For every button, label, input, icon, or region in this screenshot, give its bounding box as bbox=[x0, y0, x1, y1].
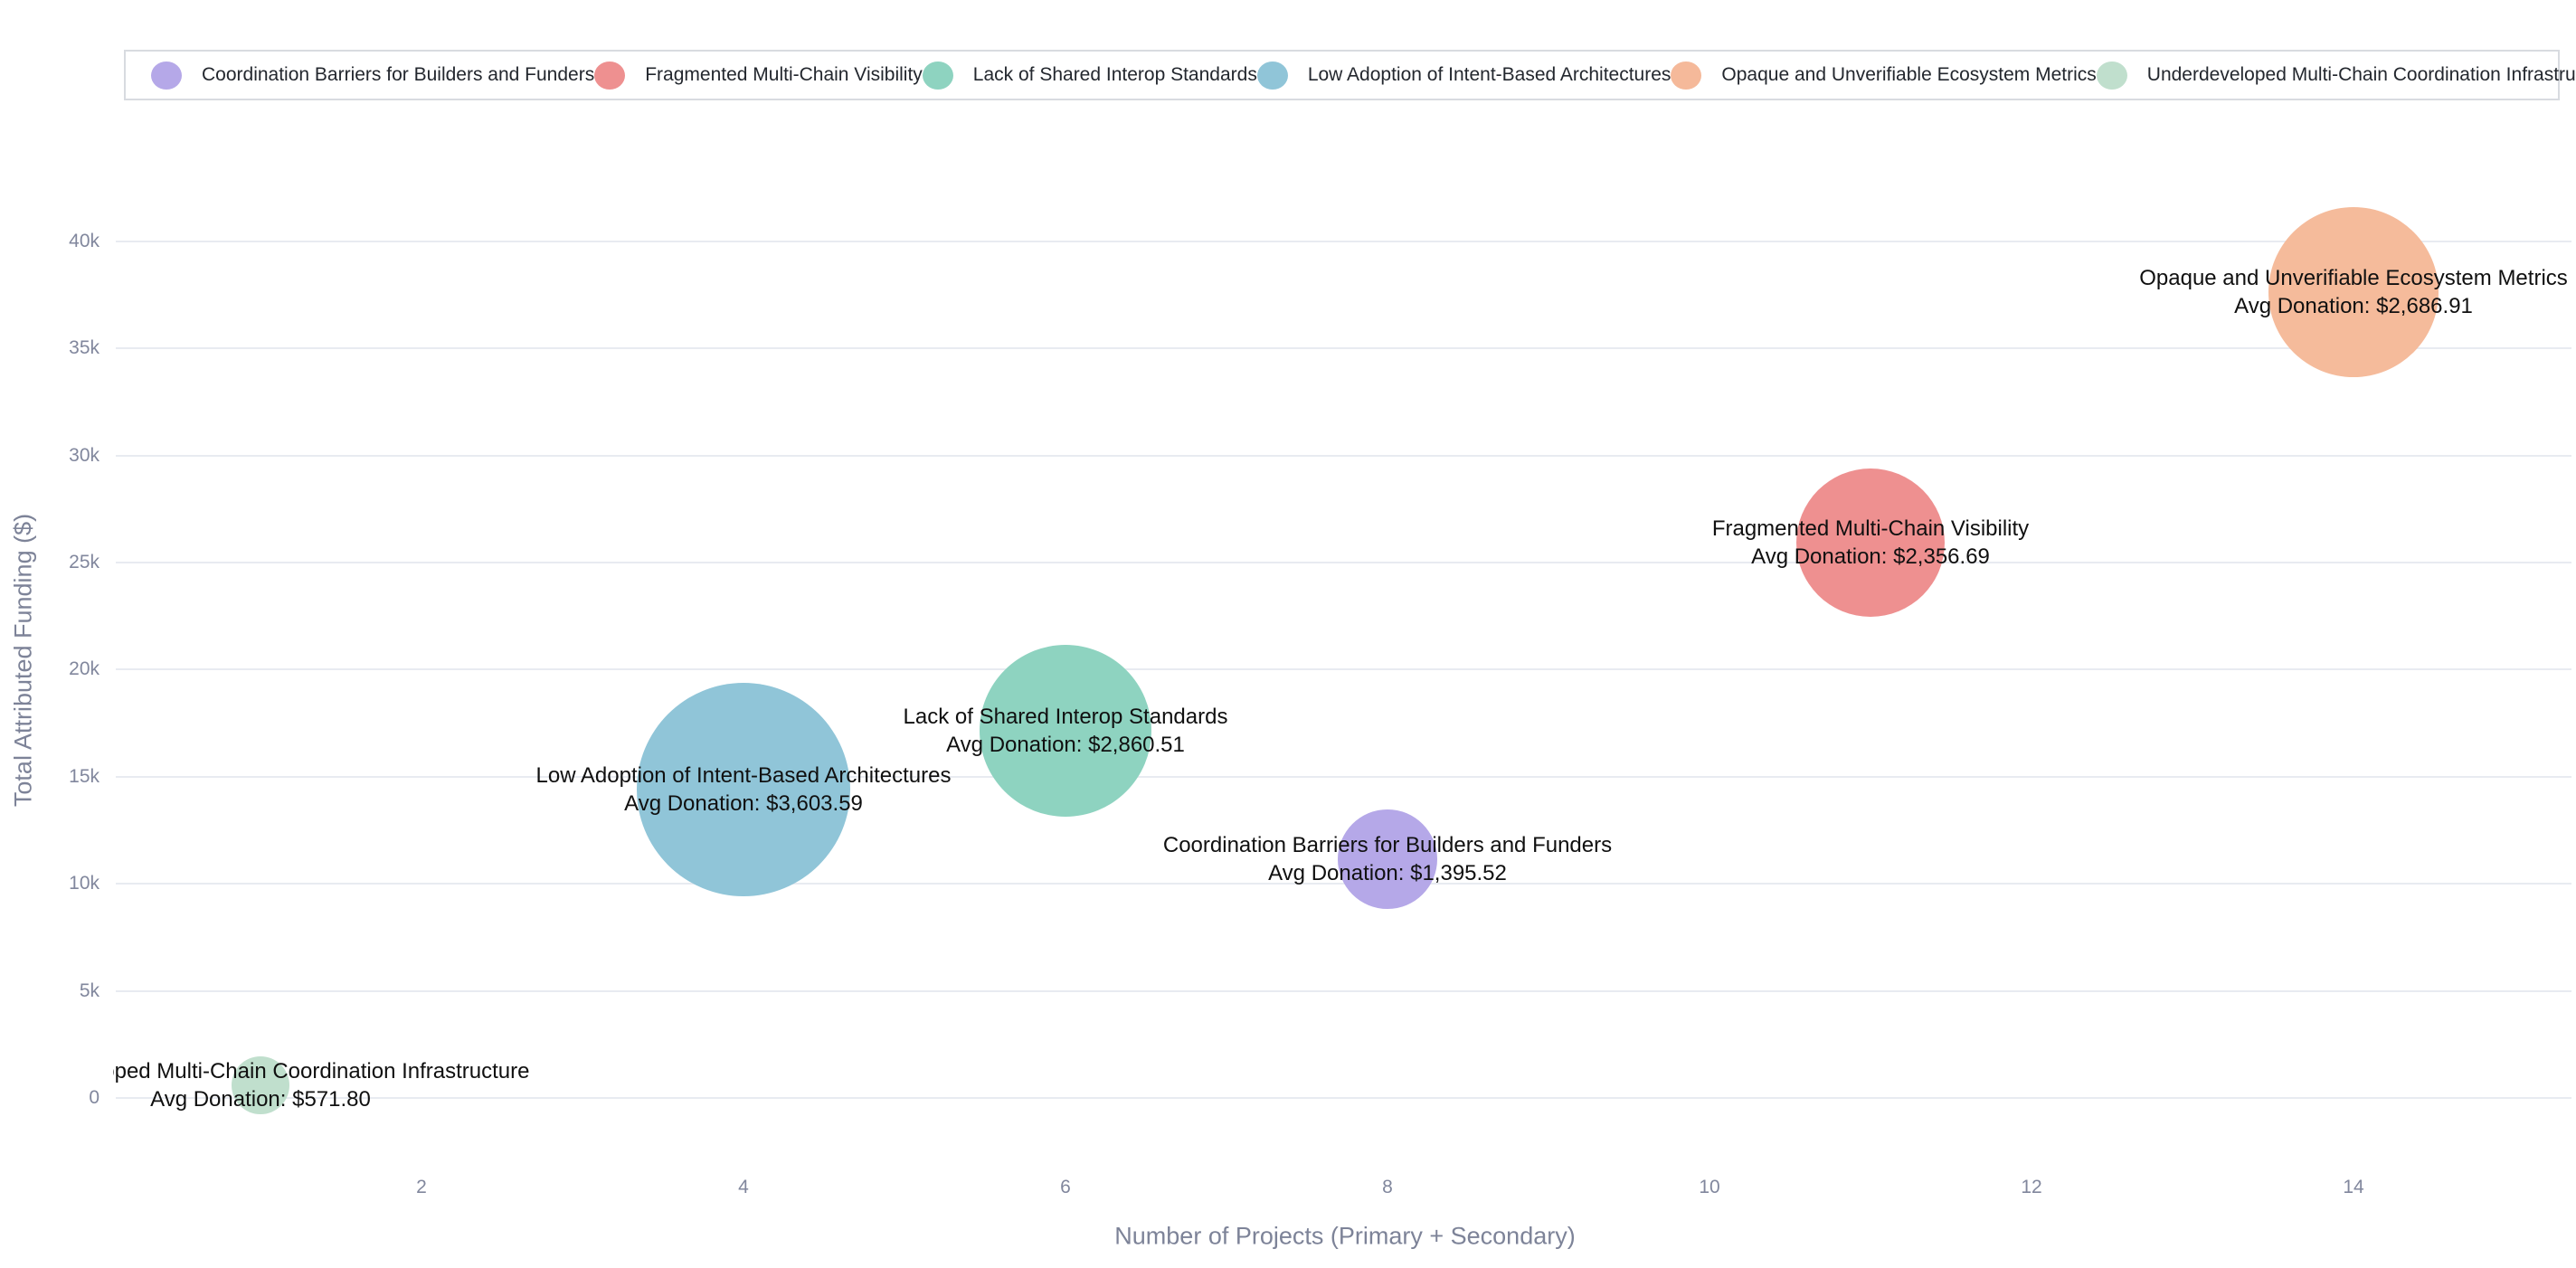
bubble-label: Opaque and Unverifiable Ecosystem Metric… bbox=[2139, 264, 2568, 320]
legend-swatch-icon bbox=[151, 61, 182, 90]
x-tick-label: 2 bbox=[416, 1177, 427, 1197]
y-tick-label: 40k bbox=[69, 230, 99, 251]
legend-swatch-icon bbox=[922, 61, 953, 90]
bubble-label-avg-donation: Avg Donation: $3,603.59 bbox=[624, 790, 863, 816]
legend-item-label: Opaque and Unverifiable Ecosystem Metric… bbox=[1721, 64, 2097, 85]
bubble-fragmented-multi-chain-visibility[interactable] bbox=[1796, 468, 1945, 618]
bubble-label-avg-donation: Avg Donation: $2,860.51 bbox=[946, 732, 1185, 757]
bubble-label-avg-donation: Avg Donation: $2,686.91 bbox=[2234, 294, 2473, 319]
y-tick-label: 0 bbox=[89, 1087, 99, 1108]
x-axis-title: Number of Projects (Primary + Secondary) bbox=[1114, 1222, 1576, 1250]
bubble-label: Lack of Shared Interop Standards Avg Dona… bbox=[904, 703, 1228, 759]
x-tick-label: 4 bbox=[738, 1177, 749, 1197]
bubble-underdeveloped-multi-chain-coordination-infrastructure[interactable] bbox=[232, 1056, 289, 1115]
gridline bbox=[116, 347, 2571, 350]
chart-legend: Coordination Barriers for Builders and F… bbox=[124, 50, 2576, 100]
bubble-label-name: Fragmented Multi-Chain Visibility bbox=[1711, 516, 2030, 542]
x-tick-label: 10 bbox=[1699, 1177, 1720, 1197]
plot-area: Coordination Barriers for Builders and F… bbox=[113, 0, 2576, 1147]
legend-item[interactable]: Fragmented Multi-Chain Visibility bbox=[594, 61, 923, 90]
gridline bbox=[116, 562, 2571, 563]
gridline bbox=[116, 989, 2571, 992]
gridline bbox=[116, 668, 2571, 671]
legend-item-label: Fragmented Multi-Chain Visibility bbox=[645, 64, 923, 85]
bubble-coordination-barriers-for-builders-and-funders[interactable] bbox=[1338, 809, 1437, 909]
legend-swatch-icon bbox=[1256, 61, 1288, 90]
legend-item-label: Low Adoption of Intent-Based Architectur… bbox=[1307, 64, 1672, 85]
legend-swatch-icon bbox=[594, 61, 626, 90]
gridline bbox=[116, 454, 2571, 457]
y-tick-label: 10k bbox=[69, 873, 99, 894]
legend-item-label: Coordination Barriers for Builders and F… bbox=[202, 64, 595, 85]
bubble-label: Underdeveloped Multi-Chain Coordination … bbox=[113, 1057, 529, 1113]
gridline bbox=[116, 775, 2571, 778]
bubble-label-avg-donation: Avg Donation: $2,356.69 bbox=[1751, 544, 1990, 570]
legend-item-label: Underdeveloped Multi-Chain Coordination … bbox=[2146, 64, 2576, 85]
y-tick-label: 30k bbox=[69, 444, 99, 466]
legend-item[interactable]: Low Adoption of Intent-Based Architectur… bbox=[1256, 61, 1672, 90]
y-tick-label: 25k bbox=[69, 552, 99, 572]
bubble-opaque-and-unverifiable-ecosystem-metrics[interactable] bbox=[2268, 207, 2439, 378]
gridline bbox=[116, 240, 2571, 242]
bubble-label-name: Underdeveloped Multi-Chain Coordination … bbox=[113, 1059, 530, 1084]
x-tick-label: 6 bbox=[1060, 1177, 1071, 1197]
y-tick-label: 15k bbox=[69, 765, 99, 787]
bubble-label: Fragmented Multi-Chain Visibility Avg Don… bbox=[1712, 515, 2029, 571]
y-tick-label: 5k bbox=[79, 979, 99, 1001]
legend-item[interactable]: Opaque and Unverifiable Ecosystem Metric… bbox=[1671, 61, 2097, 90]
x-tick-label: 14 bbox=[2343, 1177, 2364, 1197]
bubble-label-name: Coordination Barriers for Builders and F… bbox=[1162, 832, 1613, 857]
legend-swatch-icon bbox=[2096, 61, 2127, 90]
y-tick-label: 20k bbox=[69, 658, 99, 680]
bubble-label: Low Adoption of Intent-Based Architectur… bbox=[536, 762, 952, 818]
x-tick-label: 12 bbox=[2021, 1177, 2042, 1197]
legend-item[interactable]: Underdeveloped Multi-Chain Coordination … bbox=[2096, 61, 2576, 90]
y-tick-label: 35k bbox=[69, 337, 99, 359]
legend-item-label: Lack of Shared Interop Standards bbox=[972, 64, 1257, 85]
bubble-label-name: Lack of Shared Interop Standards bbox=[903, 704, 1228, 729]
bubble-label-name: Low Adoption of Intent-Based Architectur… bbox=[535, 762, 952, 788]
bubble-label-avg-donation: Avg Donation: $571.80 bbox=[150, 1087, 371, 1112]
legend-item[interactable]: Coordination Barriers for Builders and F… bbox=[151, 61, 595, 90]
x-tick-label: 8 bbox=[1382, 1177, 1393, 1197]
legend-swatch-icon bbox=[1671, 61, 1702, 90]
bubble-low-adoption-of-intent-based-architectures[interactable] bbox=[637, 682, 850, 896]
gridline bbox=[116, 1097, 2571, 1099]
bubble-lack-of-shared-interop-standards[interactable] bbox=[980, 644, 1151, 817]
bubble-label-avg-donation: Avg Donation: $1,395.52 bbox=[1268, 860, 1507, 885]
legend-item[interactable]: Lack of Shared Interop Standards bbox=[922, 61, 1257, 90]
bubble-label: Coordination Barriers for Builders and F… bbox=[1163, 831, 1612, 887]
bubble-label-name: Opaque and Unverifiable Ecosystem Metric… bbox=[2139, 266, 2568, 291]
